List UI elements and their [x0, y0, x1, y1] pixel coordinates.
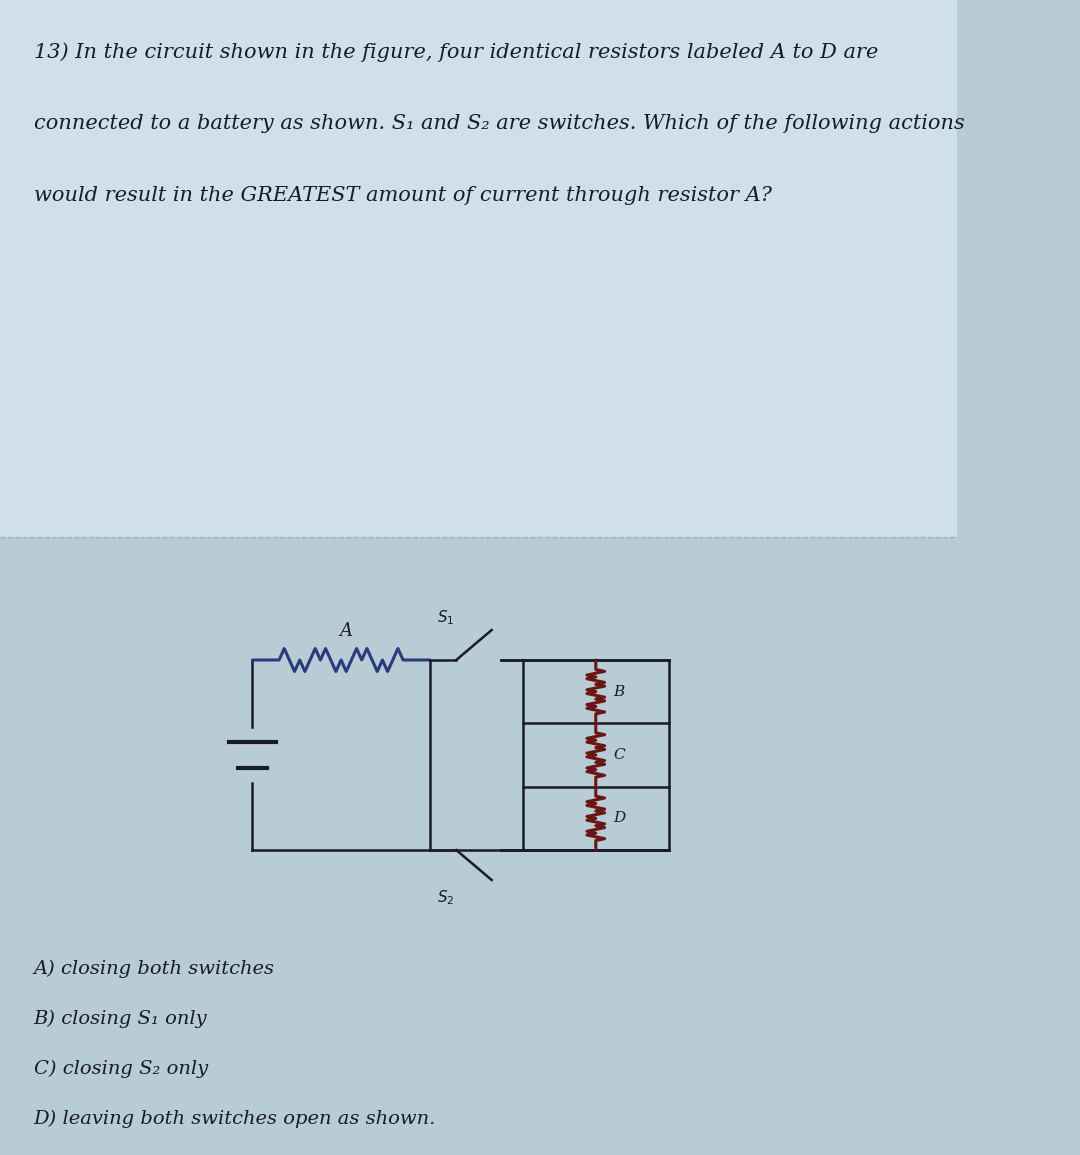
Text: D: D: [613, 811, 625, 826]
Text: C) closing S₂ only: C) closing S₂ only: [33, 1060, 207, 1079]
Text: would result in the GREATEST amount of current through resistor A?: would result in the GREATEST amount of c…: [33, 186, 772, 204]
Text: B: B: [613, 685, 624, 699]
Text: C: C: [613, 748, 625, 762]
Text: D) leaving both switches open as shown.: D) leaving both switches open as shown.: [33, 1110, 436, 1128]
Text: connected to a battery as shown. S₁ and S₂ are switches. Which of the following : connected to a battery as shown. S₁ and …: [33, 114, 964, 133]
FancyBboxPatch shape: [0, 0, 957, 537]
Text: $S_2$: $S_2$: [436, 888, 454, 907]
Text: A) closing both switches: A) closing both switches: [33, 960, 274, 978]
Text: $S_1$: $S_1$: [436, 609, 455, 627]
Text: B) closing S₁ only: B) closing S₁ only: [33, 1009, 207, 1028]
Text: 13) In the circuit shown in the figure, four identical resistors labeled A to D : 13) In the circuit shown in the figure, …: [33, 42, 878, 61]
Text: A: A: [339, 623, 352, 640]
